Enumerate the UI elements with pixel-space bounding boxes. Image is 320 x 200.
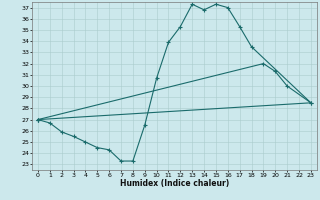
X-axis label: Humidex (Indice chaleur): Humidex (Indice chaleur) bbox=[120, 179, 229, 188]
